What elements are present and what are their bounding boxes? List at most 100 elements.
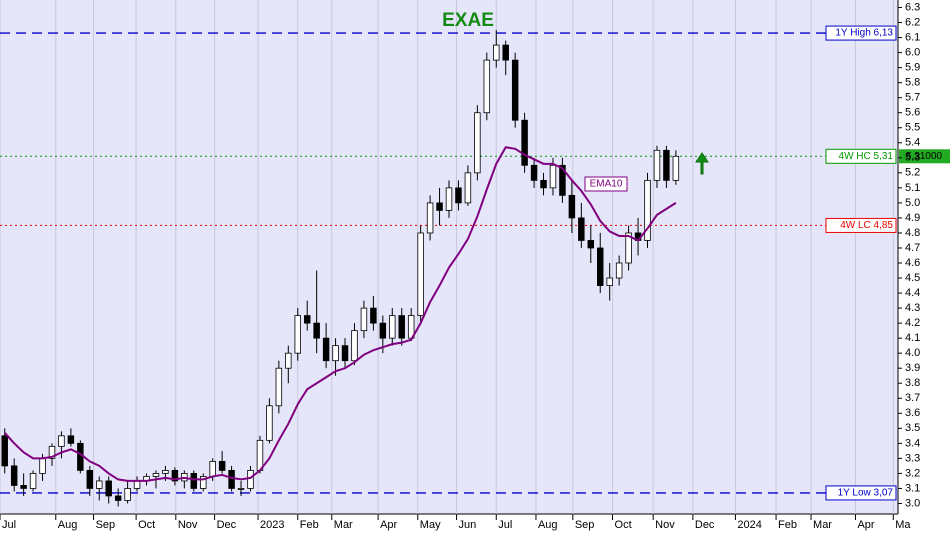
x-tick-label: May xyxy=(420,519,441,531)
y-tick-label: 5.1 xyxy=(905,182,920,194)
candle-body xyxy=(114,495,122,501)
axis-background xyxy=(898,0,952,536)
y-tick-label: 5.3 xyxy=(905,152,920,164)
y-tick-label: 6.0 xyxy=(905,47,920,59)
grid xyxy=(0,0,894,514)
x-tick-label: 2024 xyxy=(737,519,761,531)
candle-body xyxy=(663,149,670,181)
candle-body xyxy=(105,480,112,497)
candle-body xyxy=(568,194,576,219)
candle-body xyxy=(587,240,595,249)
x-tick-label: Sep xyxy=(96,519,116,531)
y-tick-label: 3.9 xyxy=(905,362,920,374)
y-tick-label: 5.8 xyxy=(905,77,920,89)
candle-body xyxy=(615,262,623,279)
x-tick-label: Aug xyxy=(538,519,558,531)
candle-body xyxy=(493,44,500,61)
y-tick-label: 3.4 xyxy=(905,437,920,449)
y-tick-label: 4.5 xyxy=(905,272,920,284)
level-label: 4W LC 4,85 xyxy=(840,220,893,231)
candle-body xyxy=(389,315,396,339)
y-tick-label: 5.0 xyxy=(905,197,920,209)
candle-body xyxy=(133,480,141,489)
candle-body xyxy=(266,405,273,441)
candle-body xyxy=(96,480,103,489)
candle-body xyxy=(39,457,46,474)
y-tick-label: 4.7 xyxy=(905,242,920,254)
x-tick-label: Nov xyxy=(178,519,198,531)
y-tick-label: 5.4 xyxy=(905,137,920,149)
level-label-box xyxy=(825,485,897,501)
candle-body xyxy=(398,315,405,339)
y-tick-label: 4.9 xyxy=(905,212,920,224)
y-tick-label: 3.5 xyxy=(905,422,920,434)
labels: 1Y High 6,13 4W HC 5,31 4W LC 4,85 1Y Low 3… xyxy=(584,25,950,501)
candle-body xyxy=(672,155,680,181)
candle-body xyxy=(426,202,434,234)
last-price-box xyxy=(899,149,950,164)
y-tick-label: 6.1 xyxy=(905,31,920,43)
level-label: 1Y High 6,13 xyxy=(835,28,893,39)
x-tick-label: 2023 xyxy=(260,519,284,531)
candle-body xyxy=(29,473,37,489)
x-tick-label: Jun xyxy=(459,519,477,531)
y-tick-label: 6.3 xyxy=(905,1,920,13)
x-tick-label: Dec xyxy=(217,519,237,531)
x-tick-label: Feb xyxy=(778,519,797,531)
candle-body xyxy=(190,473,198,489)
candle-body xyxy=(162,470,169,474)
levels xyxy=(0,32,826,494)
candle-body xyxy=(417,232,424,317)
y-tick-label: 4.8 xyxy=(905,227,920,239)
candle-body xyxy=(322,337,330,362)
candle-body xyxy=(67,435,75,444)
candle-body xyxy=(483,59,491,114)
x-tick-label: Aug xyxy=(58,519,78,531)
candle-body xyxy=(351,330,358,362)
candle-body xyxy=(644,179,651,241)
candle-body xyxy=(247,470,254,489)
level-label: 4W HC 5,31 xyxy=(839,151,894,162)
y-tick-label: 4.3 xyxy=(905,302,920,314)
candle-body xyxy=(653,149,661,181)
candle-body xyxy=(530,164,538,181)
candle-body xyxy=(549,164,557,189)
y-tick-label: 5.2 xyxy=(905,167,920,179)
candle-body xyxy=(625,232,632,264)
candle-body xyxy=(20,485,27,489)
candle-body xyxy=(228,470,235,489)
level-label-box xyxy=(825,148,897,164)
y-tick-label: 6.2 xyxy=(905,16,920,28)
candle-body xyxy=(10,465,18,486)
candle-body xyxy=(379,322,387,339)
y-tick-label: 5.5 xyxy=(905,122,920,134)
candle-body xyxy=(237,488,245,490)
x-tick-label: Apr xyxy=(380,519,397,531)
candle-body xyxy=(464,172,472,204)
candle-body xyxy=(578,217,585,241)
candle-body xyxy=(1,435,8,467)
ema-line xyxy=(3,146,677,482)
y-tick-label: 3.8 xyxy=(905,377,920,389)
y-tick-label: 3.2 xyxy=(905,467,920,479)
candle-body xyxy=(511,59,519,121)
y-tick-label: 4.6 xyxy=(905,257,920,269)
x-tick-label: Apr xyxy=(857,519,874,531)
x-tick-label: Ma xyxy=(895,519,911,531)
y-tick-label: 4.0 xyxy=(905,347,920,359)
x-tick-label: Mar xyxy=(813,519,832,531)
candle-body xyxy=(606,277,613,286)
ema-label: EMA10 xyxy=(590,179,623,190)
candle-body xyxy=(455,187,462,204)
candle-body xyxy=(86,470,94,489)
level-label-box xyxy=(825,25,897,41)
candle-body xyxy=(218,460,226,471)
candle-body xyxy=(521,119,528,166)
y-tick-label: 3.0 xyxy=(905,497,920,509)
candle-body xyxy=(199,476,207,489)
x-tick-label: Nov xyxy=(655,519,675,531)
x-tick-label: Feb xyxy=(300,519,319,531)
y-tick-label: 3.6 xyxy=(905,407,920,419)
candle-body xyxy=(77,442,84,471)
